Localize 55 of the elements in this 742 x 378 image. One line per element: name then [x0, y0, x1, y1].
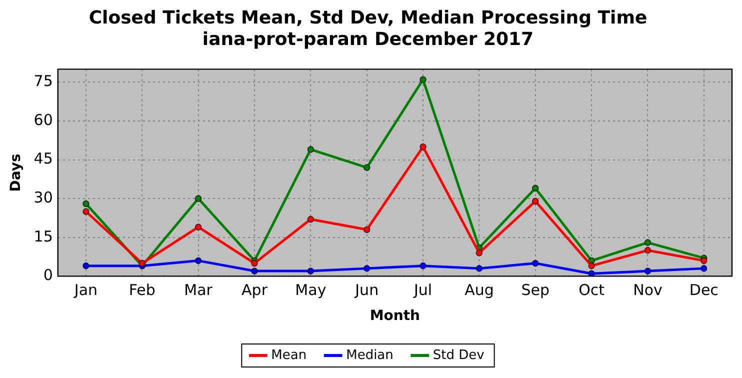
x-tick-label: Nov	[633, 281, 662, 300]
point	[195, 224, 202, 230]
chart-title: Closed Tickets Mean, Std Dev, Median Processing Time	[88, 7, 648, 28]
chart-subtitle: iana-prot-param December 2017	[202, 29, 534, 50]
point	[644, 247, 652, 254]
point	[644, 239, 652, 246]
point	[364, 226, 370, 233]
point	[364, 164, 370, 171]
point	[82, 262, 90, 270]
point	[532, 260, 539, 267]
legend-label: Std Dev	[432, 348, 485, 363]
x-tick-label: Dec	[689, 281, 718, 300]
point	[476, 265, 483, 272]
point	[532, 184, 539, 192]
point	[307, 268, 314, 274]
point	[82, 208, 90, 215]
point	[195, 257, 202, 264]
point	[476, 250, 483, 256]
point	[138, 260, 146, 267]
x-tick-label: Apr	[242, 281, 268, 300]
x-axis-title: Month	[370, 308, 420, 324]
x-tick-label: Jun	[354, 281, 379, 300]
point	[195, 195, 202, 202]
x-tick-label: Jan	[73, 281, 98, 300]
point	[307, 216, 314, 223]
x-tick-label: Mar	[184, 281, 214, 300]
point	[307, 146, 314, 153]
point	[364, 265, 370, 272]
legend-label: Median	[346, 348, 394, 363]
point	[251, 260, 258, 267]
point	[700, 257, 708, 264]
x-tick-label: Aug	[464, 281, 494, 300]
point	[700, 265, 708, 272]
x-tick-label: May	[295, 281, 326, 300]
point	[588, 270, 595, 276]
y-tick-label: 60	[34, 110, 53, 129]
legend-label: Mean	[271, 348, 307, 363]
y-tick-label: 30	[34, 188, 53, 206]
y-tick-label: 15	[34, 227, 53, 246]
point	[644, 268, 652, 274]
point	[420, 76, 426, 83]
y-axis-title: Days	[8, 154, 24, 192]
point	[532, 198, 539, 204]
x-tick-label: Sep	[521, 281, 550, 300]
point	[82, 200, 90, 208]
point	[251, 268, 258, 274]
y-tick-label: 0	[43, 266, 53, 284]
x-tick-label: Oct	[578, 281, 605, 300]
x-tick-label: Jul	[412, 281, 432, 300]
y-tick-label: 45	[34, 150, 53, 168]
x-tick-label: Feb	[128, 281, 156, 300]
point	[420, 262, 426, 270]
point	[588, 262, 595, 270]
point	[420, 144, 426, 150]
y-tick-label: 75	[34, 72, 53, 90]
